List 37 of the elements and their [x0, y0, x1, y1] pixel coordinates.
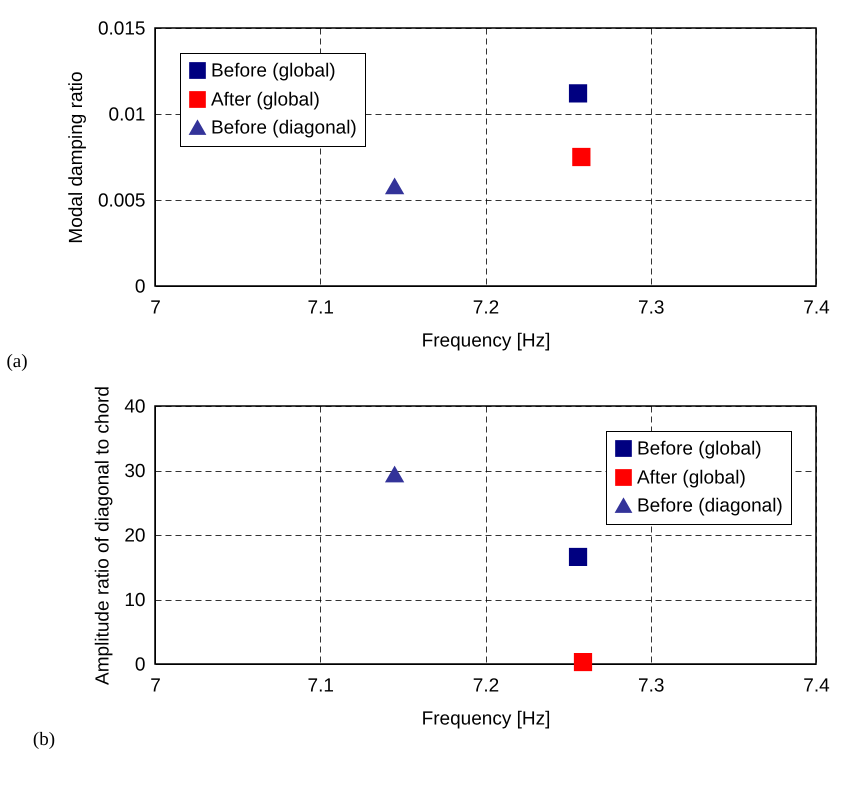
x-tick-label: 7 — [150, 676, 161, 696]
legend-label: Before (global) — [637, 438, 762, 460]
x-axis-title: Frequency [Hz] — [422, 708, 550, 730]
legend-label: Before (diagonal) — [211, 118, 357, 138]
y-tick-label: 0 — [134, 654, 146, 676]
y-tick-label: 40 — [124, 396, 146, 418]
y-tick-label: 30 — [124, 461, 146, 482]
y-tick-label: 0.015 — [98, 18, 146, 40]
y-tick-label: 10 — [124, 590, 146, 611]
y-tick-label: 0 — [134, 276, 146, 298]
point — [574, 652, 592, 672]
x-tick-label: 7.3 — [638, 676, 664, 696]
y-axis-title: Amplitude ratio of diagonal to chord — [92, 386, 114, 685]
point — [568, 84, 588, 102]
y-tick-label: 0.005 — [98, 190, 146, 212]
legend-label: After (global) — [211, 90, 320, 110]
x-tick-label: 7 — [150, 298, 161, 318]
point — [572, 148, 590, 166]
point — [385, 178, 404, 194]
x-tick-label: 7.1 — [308, 676, 334, 696]
x-tick-label: 7.4 — [803, 298, 830, 318]
text: (a) — [6, 351, 28, 372]
legend-label: After (global) — [637, 468, 746, 488]
y-tick-label: 20 — [124, 526, 146, 546]
x-tick-label: 7.3 — [638, 298, 664, 318]
x-tick-label: 7.2 — [472, 676, 500, 696]
legend-label: Before (global) — [211, 60, 336, 82]
x-tick-label: 7.4 — [803, 676, 830, 696]
point — [568, 548, 588, 566]
x-axis-title: Frequency [Hz] — [422, 330, 550, 352]
point — [385, 466, 404, 482]
text: (b) — [32, 729, 56, 750]
legend-label: Before (diagonal) — [637, 496, 783, 516]
x-tick-label: 7.1 — [308, 298, 334, 318]
y-axis-title: Modal damping ratio — [66, 71, 87, 244]
y-tick-label: 0.01 — [108, 104, 146, 126]
x-tick-label: 7.2 — [472, 298, 500, 318]
